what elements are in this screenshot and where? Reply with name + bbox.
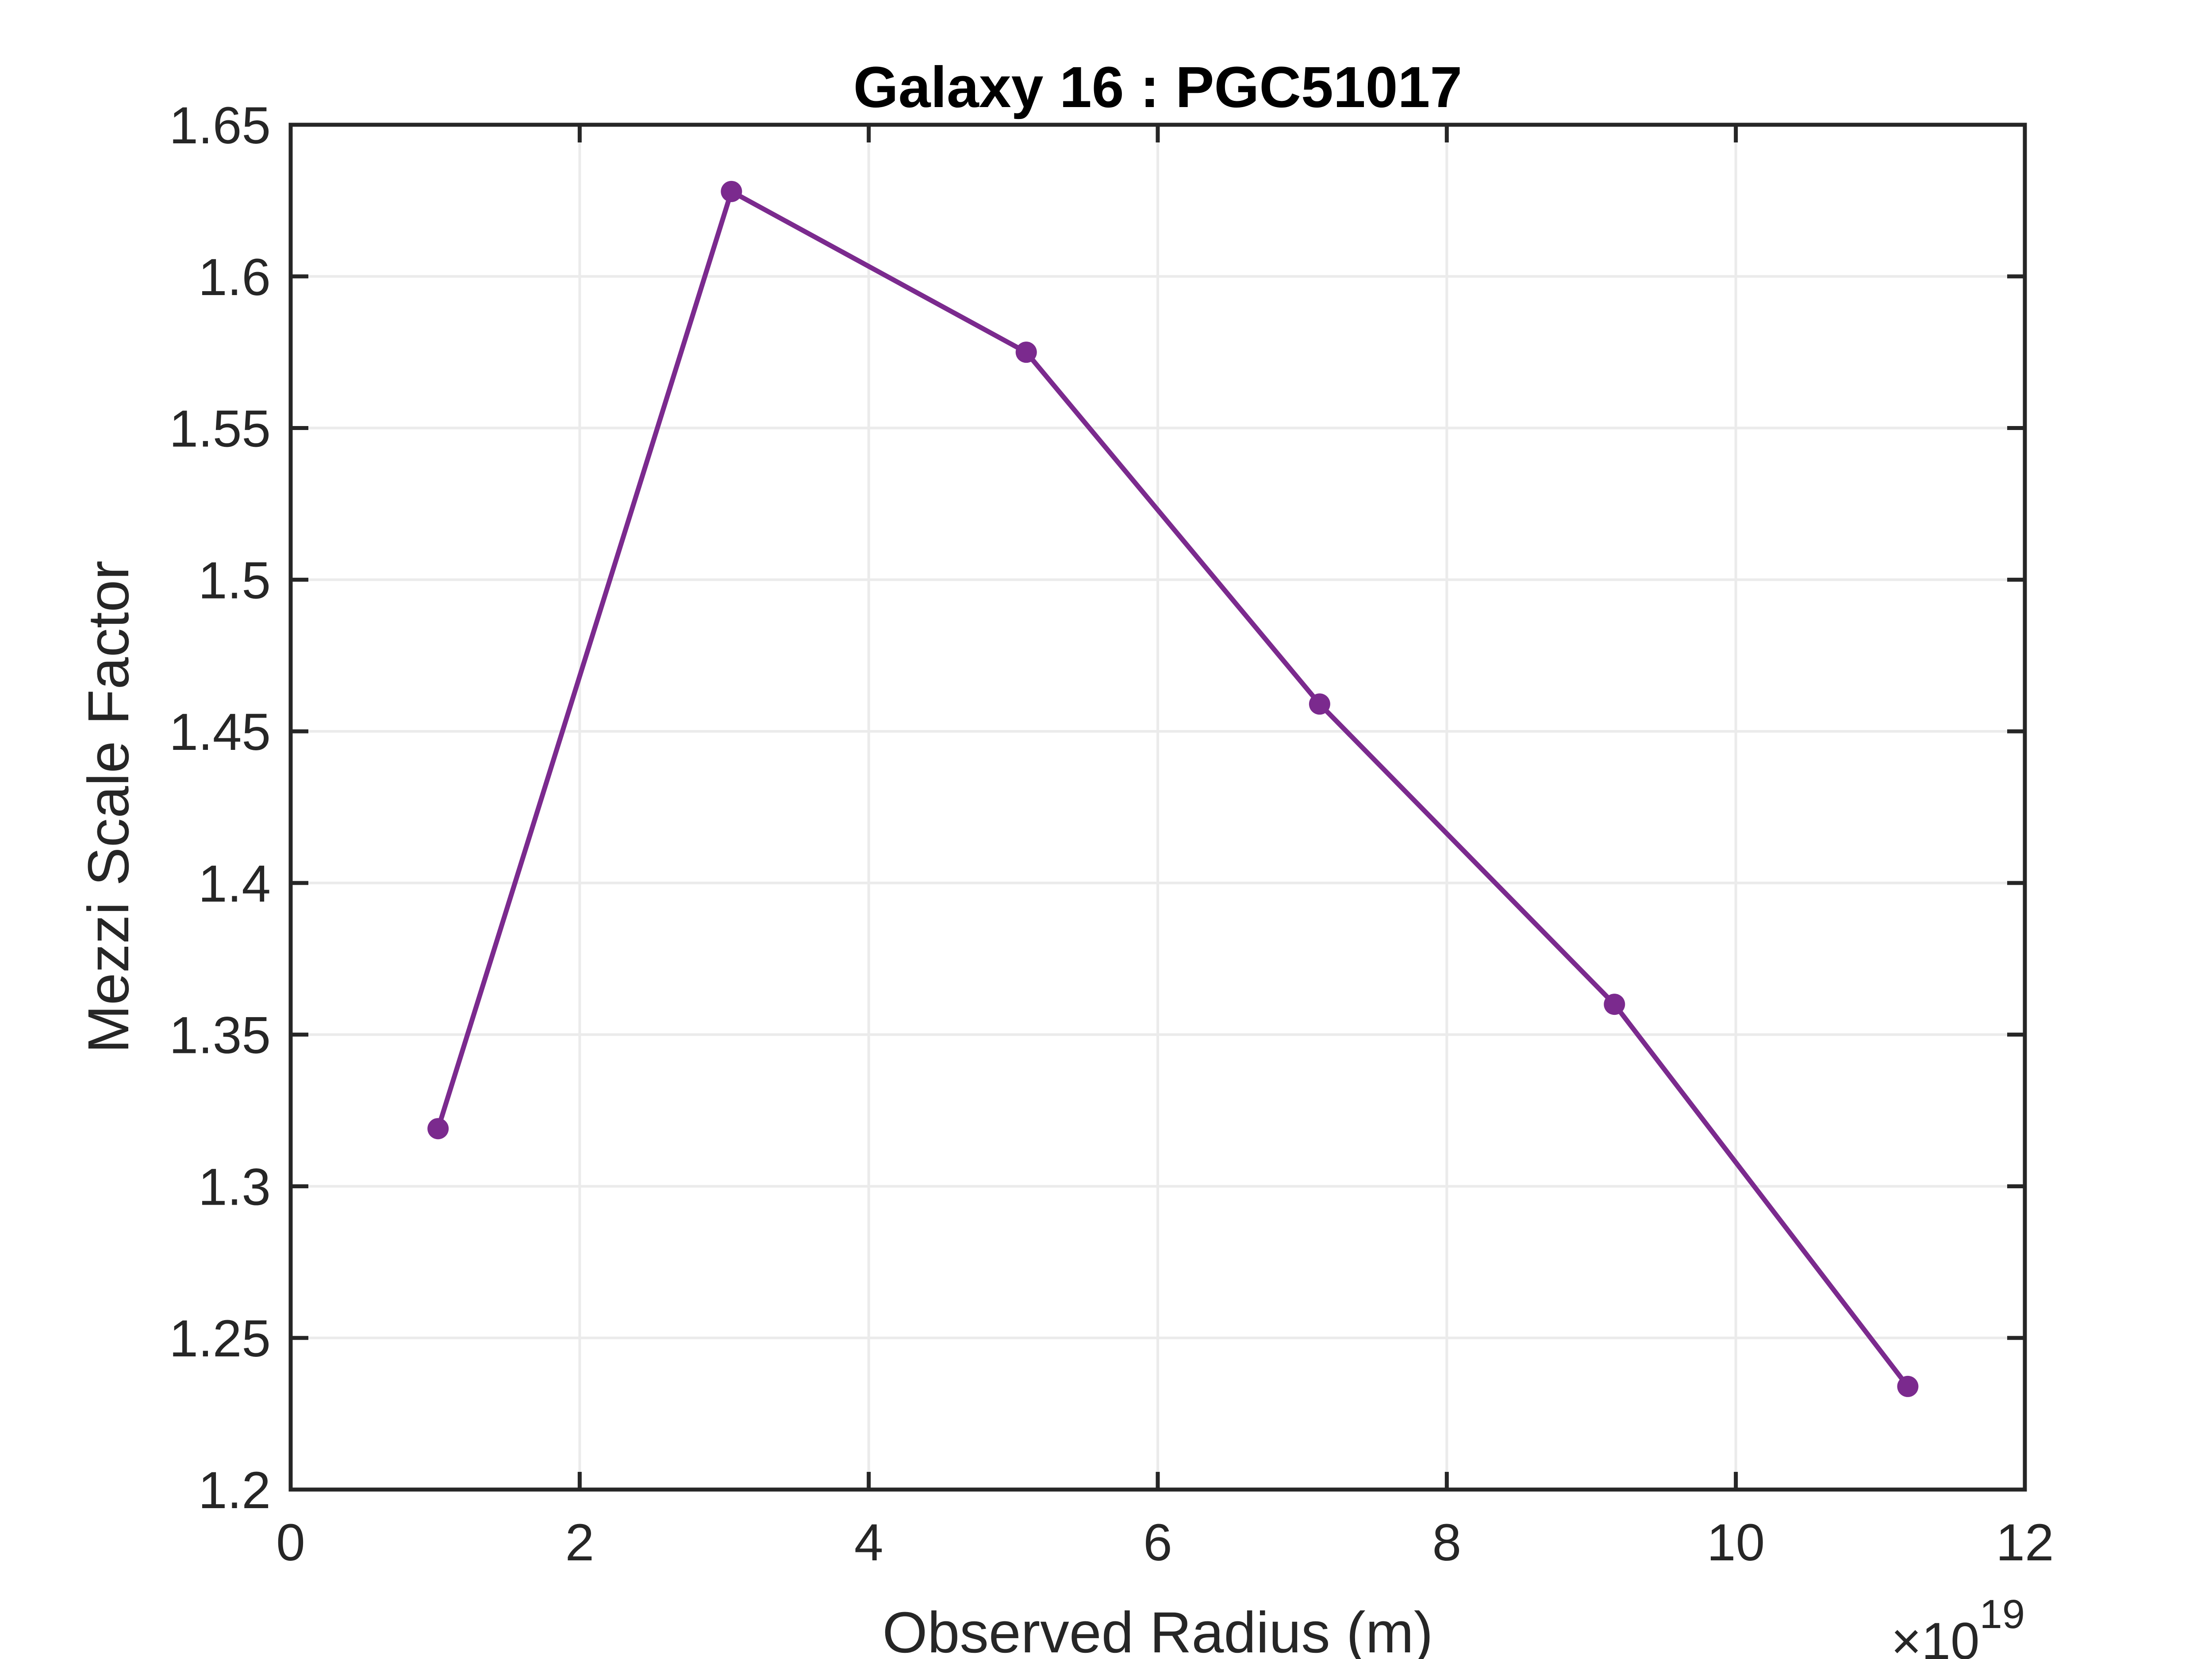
y-tick-label: 1.35 [169,1006,271,1065]
x-tick-label: 10 [1707,1513,1765,1572]
y-tick-label: 1.4 [198,855,271,913]
y-tick-label: 1.6 [198,248,271,307]
x-tick-label: 4 [854,1513,883,1572]
x-tick-label: 6 [1143,1513,1172,1572]
x-tick-label: 12 [1996,1513,2054,1572]
tick-marks [288,123,2027,1492]
x-tick-label: 8 [1432,1513,1462,1572]
chart-title: Galaxy 16 : PGC51017 [853,54,1462,119]
y-axis-label: Mezzi Scale Factor [76,561,141,1053]
x-tick-label: 0 [276,1513,305,1572]
y-tick-label: 1.25 [169,1310,271,1368]
x-tick-label: 2 [565,1513,595,1572]
y-tick-label: 1.3 [198,1158,271,1216]
series-line [435,189,1910,1388]
grid-lines [291,125,2025,1490]
y-tick-labels: 1.2 1.25 1.3 1.35 1.4 1.45 1.5 1.55 1.6 1.65 [169,96,271,1520]
x-axis-label: Observed Radius (m) [883,1600,1433,1659]
axes-box [288,123,2027,1492]
data-point [427,1118,449,1140]
data-point [1309,693,1330,715]
y-tick-label: 1.2 [198,1461,271,1520]
data-point [721,180,742,202]
x-tick-labels: 0 2 4 6 8 10 12 [276,1513,2054,1572]
y-tick-label: 1.65 [169,96,271,155]
y-tick-label: 1.5 [198,551,271,610]
data-point [1604,994,1625,1015]
x-exponent-power: 19 [1980,1592,2025,1637]
data-point [1897,1375,1919,1397]
x-exponent-base: 10 [1921,1612,1979,1659]
data-point [1015,342,1037,363]
x-exponent-times: × [1891,1612,1921,1659]
data-series [427,180,1919,1397]
x-axis-exponent: ×1019 [1891,1592,2025,1659]
y-tick-label: 1.55 [169,400,271,458]
y-tick-label: 1.45 [169,703,271,761]
